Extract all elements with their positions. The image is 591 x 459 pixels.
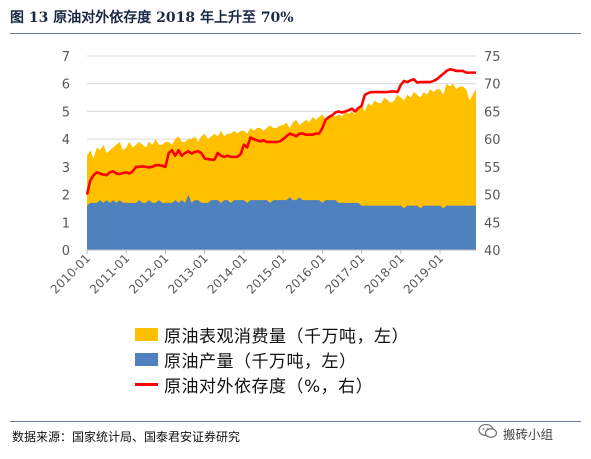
legend-swatch-production	[135, 352, 158, 366]
x-tick-label: 2016-01	[283, 251, 328, 296]
x-tick-label: 2018-01	[362, 251, 407, 296]
right-tick-label: 65	[484, 105, 501, 120]
left-tick-label: 2	[62, 189, 70, 204]
dependence-line	[85, 68, 476, 195]
line-series	[85, 68, 476, 195]
left-tick-label: 6	[62, 78, 70, 93]
watermark-text: 搬砖小组	[503, 426, 554, 442]
x-tick-label: 2011-01	[87, 251, 132, 296]
production-area	[87, 194, 476, 250]
x-tick-label: 2013-01	[165, 251, 210, 296]
right-tick-label: 50	[484, 189, 501, 204]
title-divider	[10, 33, 581, 34]
source-note: 数据来源：国家统计局、国泰君安证券研究	[12, 430, 241, 444]
footer-divider	[10, 421, 581, 422]
legend-item-dependence: 原油对外依存度（%，右）	[135, 373, 409, 397]
area-series	[87, 83, 476, 251]
x-axis: 2010-012011-012012-012013-012014-012015-…	[48, 249, 476, 297]
legend-swatch-consumption	[135, 327, 158, 341]
chart-title-row: 图 13 原油对外依存度 2018 年上升至 70%	[10, 7, 583, 31]
legend: 原油表观消费量（千万吨，左） 原油产量（千万吨，左） 原油对外依存度（%，右）	[135, 323, 409, 398]
x-tick-label: 2012-01	[126, 251, 171, 296]
left-y-axis: 0 1 2 3 4 5 6 7	[62, 50, 70, 259]
wechat-icon	[478, 423, 498, 443]
legend-label-production: 原油产量（千万吨，左）	[164, 351, 357, 372]
left-tick-label: 3	[62, 161, 70, 176]
left-tick-label: 4	[62, 133, 70, 148]
x-tick-label: 2019-01	[401, 251, 446, 296]
legend-label-dependence: 原油对外依存度（%，右）	[164, 376, 374, 397]
legend-swatch-dependence	[135, 382, 158, 386]
x-tick-label: 2010-01	[48, 251, 93, 296]
watermark-badge: 搬砖小组	[478, 423, 553, 443]
right-tick-label: 40	[484, 244, 501, 259]
x-tick-label: 2015-01	[244, 251, 289, 296]
chart-title: 图 13 原油对外依存度 2018 年上升至 70%	[10, 10, 294, 26]
right-tick-label: 70	[484, 78, 501, 93]
right-tick-label: 55	[484, 161, 501, 176]
x-tick-label: 2014-01	[205, 251, 250, 296]
left-tick-label: 7	[62, 50, 70, 65]
right-tick-label: 60	[484, 133, 501, 148]
right-y-axis: 40 45 50 55 60 65 70 75	[484, 50, 501, 259]
left-tick-label: 0	[62, 244, 70, 259]
left-tick-label: 5	[62, 105, 70, 120]
x-tick-label: 2017-01	[322, 251, 367, 296]
legend-label-consumption: 原油表观消费量（千万吨，左）	[164, 326, 409, 347]
legend-item-consumption: 原油表观消费量（千万吨，左）	[135, 323, 409, 347]
legend-item-production: 原油产量（千万吨，左）	[135, 348, 409, 372]
right-tick-label: 75	[484, 50, 501, 65]
right-tick-label: 45	[484, 216, 501, 231]
left-tick-label: 1	[62, 216, 70, 231]
